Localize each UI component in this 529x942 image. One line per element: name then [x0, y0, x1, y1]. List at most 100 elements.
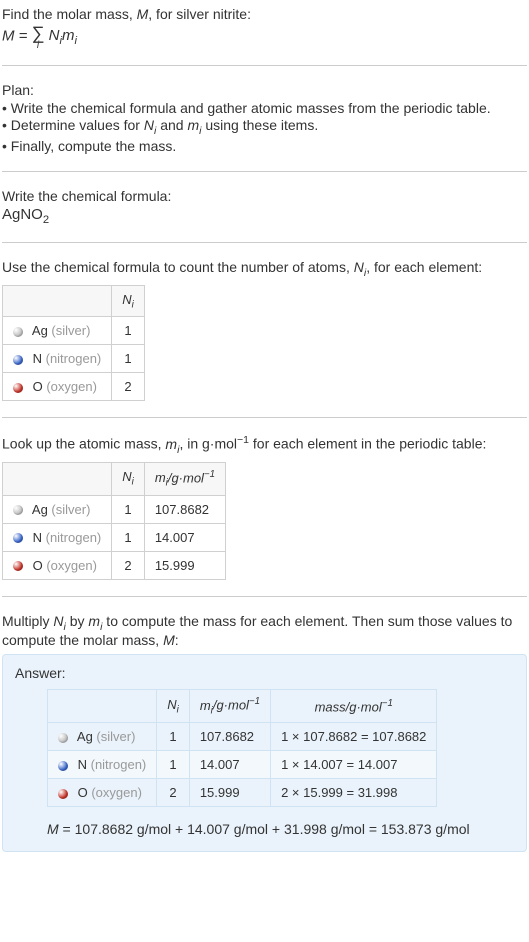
calc-cell: 2 × 15.999 = 31.998	[271, 779, 437, 807]
compute-M: M	[163, 632, 175, 648]
m-cell: 15.999	[189, 779, 270, 807]
answer-box: Answer: Ni mi/g·mol−1 mass/g·mol−1 Ag (s…	[2, 654, 527, 852]
n-cell: 1	[112, 345, 145, 373]
m-cell: 14.007	[189, 751, 270, 779]
element-cell: N (nitrogen)	[3, 523, 112, 551]
hdr-ni: Ni	[112, 285, 145, 317]
hdr-unit-a: /g·mol	[213, 698, 249, 713]
m-cell: 15.999	[144, 551, 225, 579]
calc-cell: 1 × 14.007 = 14.007	[271, 751, 437, 779]
final-M: M	[47, 821, 59, 837]
calc-cell: 1 × 107.8682 = 107.8682	[271, 723, 437, 751]
intro-text-b: , for silver nitrite:	[148, 6, 251, 22]
lookup-title-b: , in g·mol	[179, 436, 237, 452]
compute-mi: mi	[88, 613, 102, 629]
hdr-ni: Ni	[157, 690, 190, 723]
n-cell: 2	[112, 373, 145, 401]
divider	[2, 596, 527, 597]
hdr-mi: mi/g·mol−1	[189, 690, 270, 723]
formula-M: M	[2, 27, 15, 44]
n-cell: 1	[112, 495, 145, 523]
plan-m: m	[187, 117, 199, 133]
count-section: Use the chemical formula to count the nu…	[2, 257, 527, 403]
element-cell: N (nitrogen)	[3, 345, 112, 373]
chem-a: AgNO	[2, 206, 43, 223]
element-dot-icon	[13, 505, 23, 515]
table-row: N (nitrogen)114.007	[3, 523, 226, 551]
plan-mi: mi	[187, 117, 201, 133]
plan-b3: • Finally, compute the mass.	[2, 138, 527, 154]
hdr-mass-a: mass/g·mol	[315, 699, 382, 714]
final-result: M = 107.8682 g/mol + 14.007 g/mol + 31.9…	[47, 821, 514, 837]
hdr-blank	[3, 285, 112, 317]
compute-Ni: Ni	[53, 613, 65, 629]
lookup-mi: mi	[165, 436, 179, 452]
hdr-mi: mi/g·mol−1	[144, 462, 225, 495]
plan-b2: • Determine values for Ni and mi using t…	[2, 117, 527, 137]
n-cell: 2	[157, 779, 190, 807]
formula-m: m	[62, 27, 75, 44]
answer-label: Answer:	[15, 665, 514, 681]
hdr-unit-sup: −1	[204, 469, 215, 480]
compute-section: Multiply Ni by mi to compute the mass fo…	[2, 611, 527, 855]
element-dot-icon	[13, 533, 23, 543]
formula-m-sub: i	[74, 35, 77, 47]
n-cell: 1	[157, 723, 190, 751]
intro-text-a: Find the molar mass,	[2, 6, 137, 22]
element-cell: Ag (silver)	[3, 495, 112, 523]
element-cell: Ag (silver)	[48, 723, 157, 751]
plan-Ni: Ni	[144, 117, 156, 133]
hdr-N-sub: i	[177, 705, 179, 716]
plan-section: Plan: • Write the chemical formula and g…	[2, 80, 527, 157]
hdr-mass: mass/g·mol−1	[271, 690, 437, 723]
element-cell: Ag (silver)	[3, 317, 112, 345]
plan-title: Plan:	[2, 82, 527, 98]
hdr-N-sub: i	[132, 299, 134, 310]
lookup-title: Look up the atomic mass, mi, in g·mol−1 …	[2, 434, 527, 455]
m-cell: 14.007	[144, 523, 225, 551]
intro-M: M	[137, 6, 149, 22]
lookup-title-a: Look up the atomic mass,	[2, 436, 165, 452]
plan-b2-a: • Determine values for	[2, 117, 144, 133]
count-title-b: , for each element:	[366, 259, 482, 275]
hdr-m: m	[200, 698, 211, 713]
compute-N: N	[53, 613, 63, 629]
element-dot-icon	[13, 355, 23, 365]
element-dot-icon	[13, 561, 23, 571]
formula-eq: =	[15, 27, 32, 44]
lookup-section: Look up the atomic mass, mi, in g·mol−1 …	[2, 432, 527, 581]
plan-N: N	[144, 117, 154, 133]
element-cell: O (oxygen)	[48, 779, 157, 807]
element-cell: O (oxygen)	[3, 551, 112, 579]
hdr-N: N	[122, 469, 131, 484]
element-dot-icon	[58, 789, 68, 799]
formula-mi: mi	[62, 27, 77, 44]
m-cell: 107.8682	[189, 723, 270, 751]
n-cell: 2	[112, 551, 145, 579]
count-Ni: Ni	[354, 259, 366, 275]
lookup-m: m	[165, 436, 177, 452]
table-header-row: Ni	[3, 285, 145, 317]
formula-N: N	[49, 27, 60, 44]
m-cell: 107.8682	[144, 495, 225, 523]
element-cell: O (oxygen)	[3, 373, 112, 401]
answer-table: Ni mi/g·mol−1 mass/g·mol−1 Ag (silver)11…	[47, 689, 437, 807]
plan-b2-b: and	[156, 117, 187, 133]
hdr-blank	[48, 690, 157, 723]
table-header-row: Ni mi/g·mol−1	[3, 462, 226, 495]
compute-a: Multiply	[2, 613, 53, 629]
divider	[2, 417, 527, 418]
final-eq: = 107.8682 g/mol + 14.007 g/mol + 31.998…	[59, 821, 470, 837]
compute-b: by	[66, 613, 89, 629]
n-cell: 1	[157, 751, 190, 779]
table-row: O (oxygen)2	[3, 373, 145, 401]
hdr-m: m	[155, 470, 166, 485]
intro-line: Find the molar mass, M, for silver nitri…	[2, 6, 527, 22]
chem-formula-title: Write the chemical formula:	[2, 188, 527, 204]
table-row: N (nitrogen)114.0071 × 14.007 = 14.007	[48, 751, 437, 779]
compute-title: Multiply Ni by mi to compute the mass fo…	[2, 613, 527, 649]
molar-mass-formula: M = ∑i Nimi	[2, 24, 527, 49]
chem-formula-section: Write the chemical formula: AgNO2	[2, 186, 527, 228]
count-table: Ni Ag (silver)1 N (nitrogen)1 O (oxygen)…	[2, 285, 145, 402]
table-row: Ag (silver)1107.86821 × 107.8682 = 107.8…	[48, 723, 437, 751]
